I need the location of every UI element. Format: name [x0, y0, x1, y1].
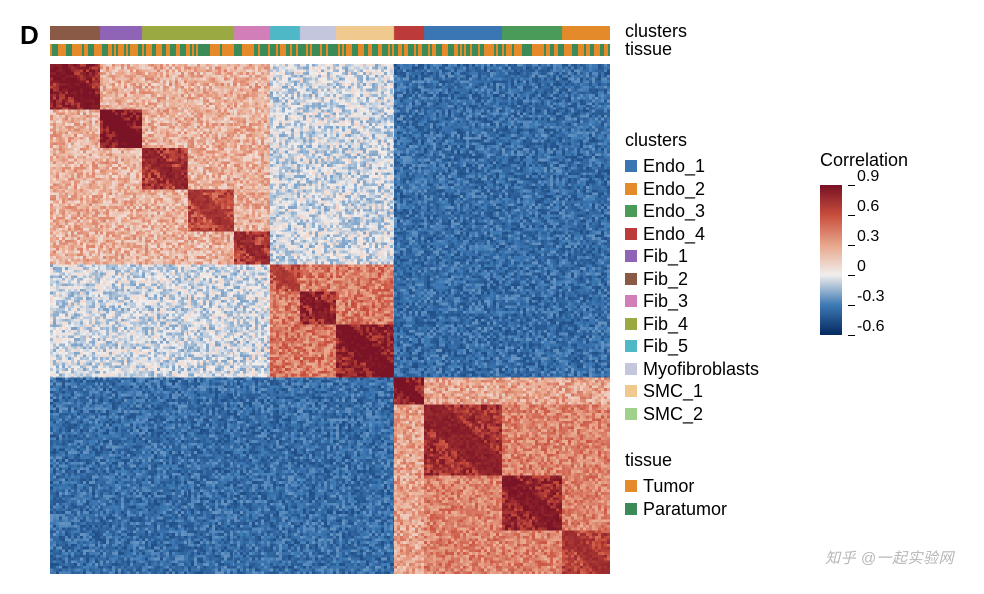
legend-cluster-swatch	[625, 228, 637, 240]
legend-cluster-swatch	[625, 363, 637, 375]
legend-cluster-item: Fib_5	[625, 335, 759, 358]
legend-cluster-label: Fib_2	[643, 268, 688, 291]
legend-cluster-label: Fib_5	[643, 335, 688, 358]
legend-tissue-title: tissue	[625, 450, 727, 471]
colorbar-gradient	[820, 185, 842, 335]
legend-cluster-item: Endo_4	[625, 223, 759, 246]
legend-cluster-swatch	[625, 408, 637, 420]
legend-cluster-swatch	[625, 340, 637, 352]
legend-cluster-item: Fib_4	[625, 313, 759, 336]
legend-cluster-swatch	[625, 183, 637, 195]
legend-cluster-item: Fib_1	[625, 245, 759, 268]
legend-cluster-item: Fib_3	[625, 290, 759, 313]
legend-tissue-item: Tumor	[625, 475, 727, 498]
legend-cluster-label: Endo_2	[643, 178, 705, 201]
legend-cluster-swatch	[625, 205, 637, 217]
legend-cluster-swatch	[625, 160, 637, 172]
tissue-bar-label: tissue	[625, 40, 687, 58]
legend-cluster-label: SMC_1	[643, 380, 703, 403]
panel-label: D	[20, 20, 39, 51]
legend-tissue: tissue TumorParatumor	[625, 450, 727, 520]
legend-tissue-swatch	[625, 503, 637, 515]
legend-cluster-label: Fib_3	[643, 290, 688, 313]
legend-cluster-item: Endo_2	[625, 178, 759, 201]
legend-cluster-item: Fib_2	[625, 268, 759, 291]
legend-cluster-swatch	[625, 250, 637, 262]
legend-tissue-label: Tumor	[643, 475, 694, 498]
legend-tissue-swatch	[625, 480, 637, 492]
legend-clusters: clusters Endo_1Endo_2Endo_3Endo_4Fib_1Fi…	[625, 130, 759, 425]
legend-cluster-item: SMC_1	[625, 380, 759, 403]
correlation-heatmap	[50, 64, 610, 574]
legend-cluster-label: Endo_4	[643, 223, 705, 246]
annotation-labels: clusters tissue	[625, 22, 687, 58]
legend-cluster-swatch	[625, 273, 637, 285]
legend-cluster-label: Endo_3	[643, 200, 705, 223]
legend-cluster-label: SMC_2	[643, 403, 703, 426]
cluster-annotation-bar	[50, 26, 610, 40]
colorbar: Correlation 0.90.60.30-0.3-0.6	[820, 150, 908, 335]
legend-cluster-item: SMC_2	[625, 403, 759, 426]
legend-cluster-label: Fib_1	[643, 245, 688, 268]
watermark: 知乎 @一起实验网	[825, 547, 954, 568]
colorbar-ticks: 0.90.60.30-0.3-0.6	[848, 185, 898, 335]
legend-cluster-item: Myofibroblasts	[625, 358, 759, 381]
legend-cluster-label: Myofibroblasts	[643, 358, 759, 381]
legend-cluster-swatch	[625, 295, 637, 307]
legend-cluster-swatch	[625, 385, 637, 397]
tissue-annotation-bar	[50, 44, 610, 56]
legend-cluster-swatch	[625, 318, 637, 330]
legend-cluster-item: Endo_1	[625, 155, 759, 178]
legend-cluster-label: Endo_1	[643, 155, 705, 178]
legend-tissue-item: Paratumor	[625, 498, 727, 521]
legend-cluster-label: Fib_4	[643, 313, 688, 336]
clusters-bar-label: clusters	[625, 22, 687, 40]
figure-root: D clusters tissue clusters Endo_1Endo_2E…	[20, 20, 964, 574]
legend-cluster-item: Endo_3	[625, 200, 759, 223]
legend-tissue-label: Paratumor	[643, 498, 727, 521]
legend-clusters-title: clusters	[625, 130, 759, 151]
